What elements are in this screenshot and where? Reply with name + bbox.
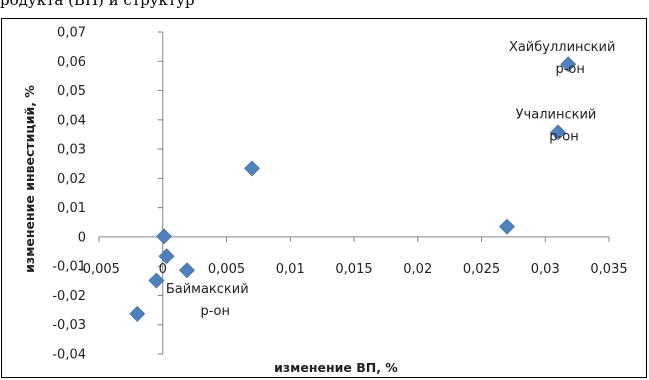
chart-frame: -0,005 0 0,005 0,01 0,015 0,02 0,025 0,03 0,035 … — [1, 18, 647, 378]
y-tick-label: -0,04 — [52, 348, 86, 363]
x-tick-label: 0,005 — [208, 262, 245, 277]
annotation-line: Баймакский — [166, 282, 249, 297]
y-tick-label: 0,06 — [57, 55, 86, 70]
x-axis-title: изменение ВП, % — [274, 360, 398, 375]
page-header-fragment: родукта (ВП) и структур — [0, 0, 649, 18]
x-tick-label: -0,005 — [78, 262, 120, 277]
page-header-text: родукта (ВП) и структур — [0, 0, 195, 9]
data-points — [129, 56, 577, 322]
x-tick-label: 0,02 — [403, 262, 432, 277]
y-tick-label: 0,03 — [57, 143, 86, 158]
annotation-line: р-он — [549, 129, 578, 144]
data-point-marker — [158, 248, 175, 265]
y-tick-label: -0,01 — [52, 260, 86, 275]
scatter-chart: -0,005 0 0,005 0,01 0,015 0,02 0,025 0,03 0,035 … — [22, 26, 628, 376]
y-tick-label: 0,02 — [57, 172, 86, 187]
x-tick-label: 0,015 — [335, 262, 372, 277]
x-tick-labels: -0,005 0 0,005 0,01 0,015 0,02 0,025 0,03 0,035 — [78, 262, 628, 277]
data-point-marker — [148, 272, 165, 289]
annotation-line: р-он — [555, 62, 584, 77]
y-tick-label: 0,01 — [57, 201, 86, 216]
y-tick-label: 0,07 — [57, 26, 86, 41]
y-tick-label: -0,03 — [52, 318, 86, 333]
y-tick-label: 0 — [78, 230, 86, 245]
y-tick-label: 0,05 — [57, 84, 86, 99]
y-tick-label: 0,04 — [57, 113, 86, 128]
x-tick-label: 0,035 — [590, 262, 627, 277]
y-tick-labels: -0,04 -0,03 -0,02 -0,01 0 0,01 0,02 0,03 0,04 0,0… — [52, 26, 86, 363]
data-point-marker — [499, 218, 515, 235]
annotation-line: р-он — [201, 304, 230, 319]
point-annotation: Хайбуллинский р-он — [509, 40, 616, 77]
axes — [98, 31, 610, 355]
y-axis-title: изменение инвестиций, % — [22, 85, 37, 273]
x-tick-label: 0 — [159, 262, 167, 277]
data-point-marker — [179, 262, 195, 279]
x-tick-label: 0,01 — [276, 262, 305, 277]
point-annotation: Учалинский р-он — [516, 107, 597, 144]
data-point-marker — [129, 305, 146, 322]
data-point-marker — [244, 160, 260, 177]
data-point-marker — [560, 56, 577, 73]
data-point-marker — [550, 124, 566, 141]
annotation-line: Хайбуллинский — [509, 40, 616, 55]
annotation-line: Учалинский — [516, 107, 597, 122]
point-annotation: Баймакский р-он — [166, 282, 249, 319]
y-tick-label: -0,02 — [52, 289, 86, 304]
data-point-marker — [156, 228, 172, 245]
x-tick-label: 0,03 — [531, 262, 560, 277]
x-tick-label: 0,025 — [463, 262, 500, 277]
